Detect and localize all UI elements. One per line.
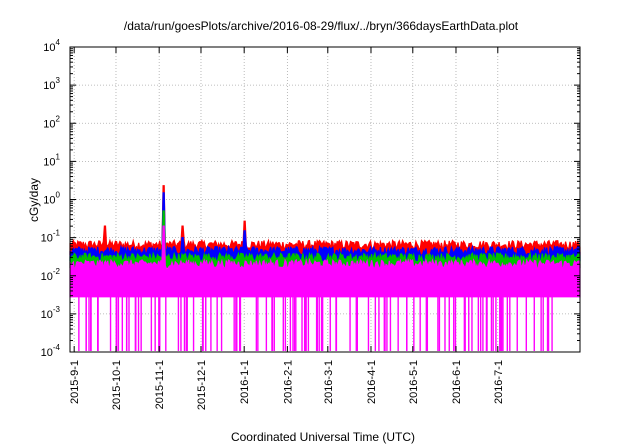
x-tick-label: 2015-10-1 bbox=[111, 360, 123, 410]
series-band-1 bbox=[69, 192, 581, 262]
x-tick-label: 2016-4-1 bbox=[366, 360, 378, 404]
series-3 bbox=[69, 225, 581, 298]
series-layer bbox=[69, 185, 581, 351]
y-tick-label: 10-1 bbox=[41, 229, 61, 245]
y-tick-label: 10-3 bbox=[41, 305, 61, 321]
y-tick-labels: 10-4 10-3 10-2 10-1 100 101 102 103 104 bbox=[41, 38, 61, 359]
y-tick-label: 103 bbox=[43, 76, 60, 92]
x-tick-label: 2016-2-1 bbox=[282, 360, 294, 404]
x-tick-label: 2016-5-1 bbox=[408, 360, 420, 404]
chart-title: /data/run/goesPlots/archive/2016-08-29/f… bbox=[124, 19, 519, 33]
x-tick-labels: 2015-9-1 2015-10-1 2015-11-1 2015-12-1 2016-… bbox=[69, 360, 505, 410]
y-tick-label: 100 bbox=[43, 191, 60, 207]
magenta-dropouts bbox=[78, 296, 553, 351]
y-axis-label: cGy/day bbox=[27, 178, 41, 222]
y-tick-label: 101 bbox=[43, 152, 60, 168]
y-tick-label: 102 bbox=[43, 114, 60, 130]
x-axis-label: Coordinated Universal Time (UTC) bbox=[231, 430, 415, 444]
x-tick-label: 2016-7-1 bbox=[493, 360, 505, 404]
series-0 bbox=[69, 185, 581, 256]
x-tick-label: 2016-3-1 bbox=[323, 360, 335, 404]
x-tick-label: 2015-12-1 bbox=[196, 360, 208, 410]
y-tick-label: 10-4 bbox=[41, 343, 61, 359]
series-band-0 bbox=[69, 185, 581, 256]
series-band-3 bbox=[69, 225, 581, 298]
axis-ticks bbox=[70, 46, 580, 353]
x-tick-label: 2016-1-1 bbox=[239, 360, 251, 404]
x-tick-label: 2015-11-1 bbox=[154, 360, 166, 409]
series-1 bbox=[69, 192, 581, 262]
x-tick-label: 2015-9-1 bbox=[69, 360, 81, 404]
y-tick-label: 104 bbox=[43, 38, 60, 54]
y-tick-label: 10-2 bbox=[41, 267, 61, 283]
x-tick-label: 2016-6-1 bbox=[451, 360, 463, 404]
